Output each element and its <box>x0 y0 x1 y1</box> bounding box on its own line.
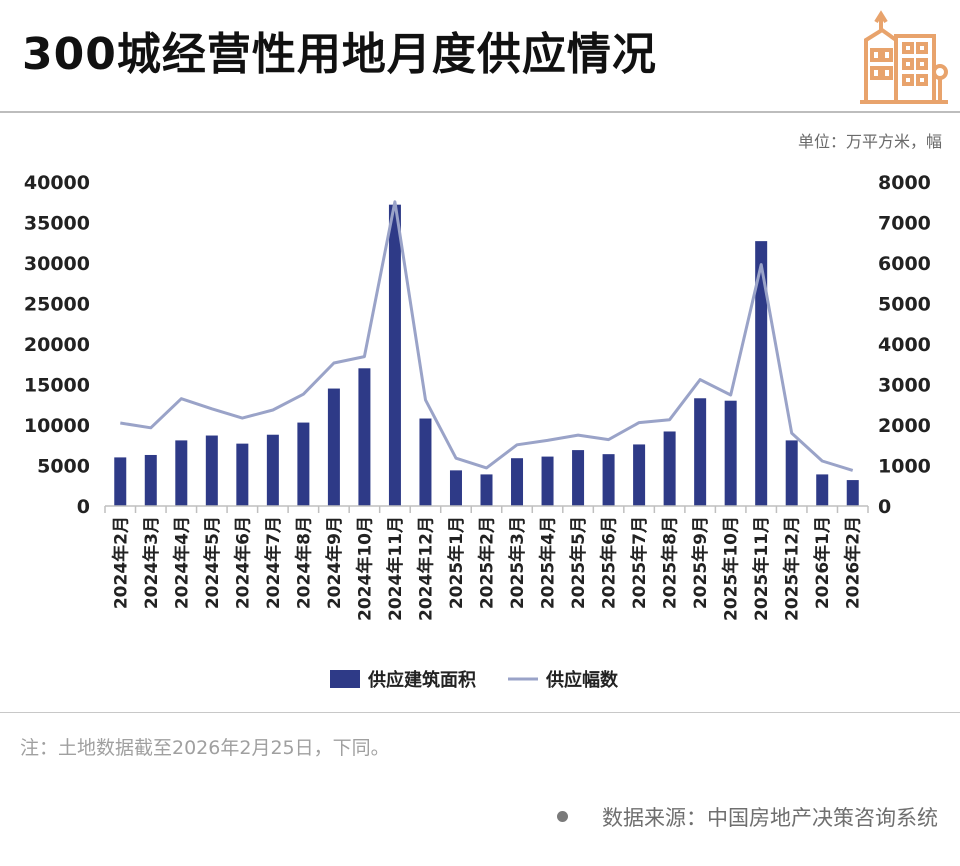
x-category-label: 2024年8月 <box>293 516 314 609</box>
x-category-label: 2025年9月 <box>690 516 711 609</box>
bar-supply-area <box>846 480 859 506</box>
building-logo-icon <box>860 10 948 104</box>
y-right-tick-label: 0 <box>878 496 891 518</box>
bar-supply-area <box>816 474 829 506</box>
y-right-tick-label: 8000 <box>878 172 931 194</box>
data-source-text: 数据来源：中国房地产决策咨询系统 <box>602 806 938 830</box>
bar-supply-area <box>694 398 707 506</box>
y-right-tick-label: 6000 <box>878 253 931 275</box>
x-category-label: 2025年4月 <box>538 516 559 609</box>
bar-supply-area <box>388 204 401 506</box>
bar-supply-area <box>663 431 676 506</box>
bar-supply-area <box>785 440 798 506</box>
x-category-label: 2024年3月 <box>141 516 162 609</box>
x-category-label: 2025年1月 <box>446 516 467 609</box>
x-category-label: 2025年7月 <box>629 516 650 609</box>
x-category-label: 2024年11月 <box>385 516 406 621</box>
bar-supply-area <box>633 444 646 506</box>
x-category-label: 2026年1月 <box>812 516 833 609</box>
x-category-label: 2026年2月 <box>843 516 864 609</box>
legend-label-line: 供应幅数 <box>545 669 619 691</box>
line-supply-count <box>120 200 854 472</box>
y-left-tick-label: 20000 <box>24 334 90 356</box>
x-category-label: 2025年2月 <box>477 516 498 609</box>
bar-supply-area <box>755 241 768 506</box>
data-source: 数据来源：中国房地产决策咨询系统 <box>557 802 938 832</box>
bar-supply-area <box>266 434 279 506</box>
bar-supply-area <box>449 470 462 506</box>
y-left-tick-label: 25000 <box>24 294 90 316</box>
y-right-tick-label: 4000 <box>878 334 931 356</box>
x-category-label: 2025年8月 <box>660 516 681 609</box>
footnote: 注：土地数据截至2026年2月25日，下同。 <box>20 737 390 759</box>
bar-supply-area <box>297 422 310 506</box>
x-category-label: 2024年10月 <box>354 516 375 621</box>
page-title: 300城经营性用地月度供应情况 <box>22 29 657 80</box>
y-left-tick-label: 15000 <box>24 375 90 397</box>
x-category-label: 2025年6月 <box>599 516 620 609</box>
x-category-label: 2025年11月 <box>751 516 772 621</box>
bar-supply-area <box>511 458 524 506</box>
y-right-tick-label: 7000 <box>878 213 931 235</box>
legend-swatch-bar <box>330 670 360 688</box>
bar-supply-area <box>572 450 585 506</box>
y-right-tick-label: 3000 <box>878 375 931 397</box>
x-category-label: 2024年5月 <box>202 516 223 609</box>
supply-chart: 4000035000300002500020000150001000050000… <box>24 172 931 691</box>
y-left-tick-label: 5000 <box>37 456 90 478</box>
x-category-label: 2024年2月 <box>110 516 131 609</box>
x-category-label: 2025年5月 <box>568 516 589 609</box>
header-divider <box>0 111 960 113</box>
x-category-label: 2025年3月 <box>507 516 528 609</box>
bar-supply-area <box>724 400 737 506</box>
bar-supply-area <box>602 454 615 506</box>
y-right-tick-label: 2000 <box>878 415 931 437</box>
x-category-label: 2025年10月 <box>721 516 742 621</box>
bar-supply-area <box>358 368 371 506</box>
x-category-label: 2024年12月 <box>415 516 436 621</box>
y-left-tick-label: 40000 <box>24 172 90 194</box>
y-left-tick-label: 0 <box>77 496 90 518</box>
x-category-label: 2025年12月 <box>782 516 803 621</box>
y-left-tick-label: 35000 <box>24 213 90 235</box>
bar-supply-area <box>480 474 493 506</box>
x-category-label: 2024年4月 <box>171 516 192 609</box>
bullet-icon <box>557 811 568 822</box>
footer-divider <box>0 712 960 713</box>
y-left-tick-label: 10000 <box>24 415 90 437</box>
bar-supply-area <box>419 418 432 506</box>
bar-supply-area <box>114 457 127 506</box>
legend-label-bar: 供应建筑面积 <box>367 669 476 691</box>
unit-label: 单位：万平方米，幅 <box>797 132 942 151</box>
bar-supply-area <box>541 456 554 506</box>
y-right-tick-label: 5000 <box>878 294 931 316</box>
x-category-label: 2024年6月 <box>232 516 253 609</box>
bar-supply-area <box>205 435 218 506</box>
bar-supply-area <box>327 388 340 506</box>
bar-supply-area <box>144 454 157 506</box>
x-category-label: 2024年7月 <box>263 516 284 609</box>
y-left-tick-label: 30000 <box>24 253 90 275</box>
y-right-tick-label: 1000 <box>878 456 931 478</box>
bar-supply-area <box>175 440 188 506</box>
bar-supply-area <box>236 443 249 506</box>
x-category-label: 2024年9月 <box>324 516 345 609</box>
